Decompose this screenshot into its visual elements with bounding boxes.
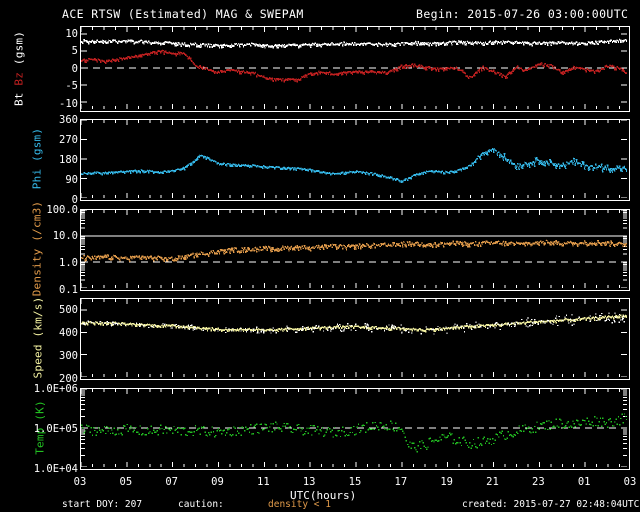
y-tick-label: 0.1	[59, 283, 78, 296]
y-tick-label: 1.0E+04	[33, 462, 78, 475]
y-tick-label: 300	[59, 349, 78, 362]
footer-caution-label: caution:	[178, 499, 224, 510]
axis-title-bz: Bz	[12, 71, 26, 86]
y-tick-label: 5	[71, 45, 78, 57]
panel-bt-bz	[80, 26, 630, 112]
x-tick-label: 23	[532, 476, 545, 488]
y-tick-label: 500	[59, 303, 78, 316]
y-tick-label: 1.0	[59, 256, 78, 269]
x-tick-label: 11	[257, 476, 270, 488]
panel-temp	[80, 388, 630, 470]
x-tick-label: 09	[211, 476, 224, 488]
x-tick-label: 13	[302, 476, 316, 488]
y-tick-label: 100.0	[46, 203, 78, 216]
y-tick-label: 10.0	[52, 230, 78, 243]
y-tick-label: -5	[65, 80, 78, 92]
axis-title-bt: Bt	[12, 92, 26, 107]
axis-title-bt-bz: Bt Bz (gsm)	[13, 26, 26, 112]
y-tick-label: 400	[59, 326, 78, 339]
y-tick-label: 90	[65, 173, 78, 186]
x-tick-label: 15	[348, 476, 362, 488]
y-tick-label: 1.0E+05	[33, 422, 78, 435]
x-tick-label: 19	[440, 476, 453, 488]
axis-title-bt-bz-units: (gsm)	[12, 30, 26, 66]
panel-density	[80, 209, 630, 291]
y-tick-label: 360	[59, 113, 78, 126]
y-tick-label: 270	[59, 133, 78, 146]
y-tick-label: 10	[65, 27, 78, 40]
x-tick-label: 17	[394, 476, 408, 488]
x-tick-label: 01	[577, 476, 591, 488]
y-tick-label: 0	[71, 193, 78, 206]
axis-title-utc-hours: UTC(hours)	[290, 489, 357, 502]
y-tick-label: 200	[59, 372, 78, 385]
footer-caution-density: density < 1	[268, 499, 331, 510]
x-tick-label: 07	[165, 476, 178, 488]
plot-title: ACE RTSW (Estimated) MAG & SWEPAM	[62, 7, 304, 21]
axis-title-phi: Phi (gsm)	[30, 127, 44, 190]
x-tick-label: 03	[73, 476, 87, 488]
x-tick-label: 21	[486, 476, 499, 488]
panel-speed	[80, 298, 630, 380]
y-tick-label: 180	[59, 153, 78, 166]
footer-created: created: 2015-07-27 02:48:04UTC	[462, 499, 640, 510]
x-tick-label: 03	[623, 476, 637, 488]
y-tick-label: 0	[71, 62, 78, 75]
y-tick-label: 1.0E+06	[33, 382, 78, 395]
x-tick-label: 05	[119, 476, 133, 488]
panel-phi	[80, 119, 630, 201]
axis-title-speed: Speed (km/s)	[31, 296, 45, 379]
begin-timestamp: Begin: 2015-07-26 03:00:00UTC	[416, 7, 629, 21]
y-tick-label: -10	[59, 97, 78, 110]
footer-start-doy: start DOY: 207	[62, 499, 143, 510]
